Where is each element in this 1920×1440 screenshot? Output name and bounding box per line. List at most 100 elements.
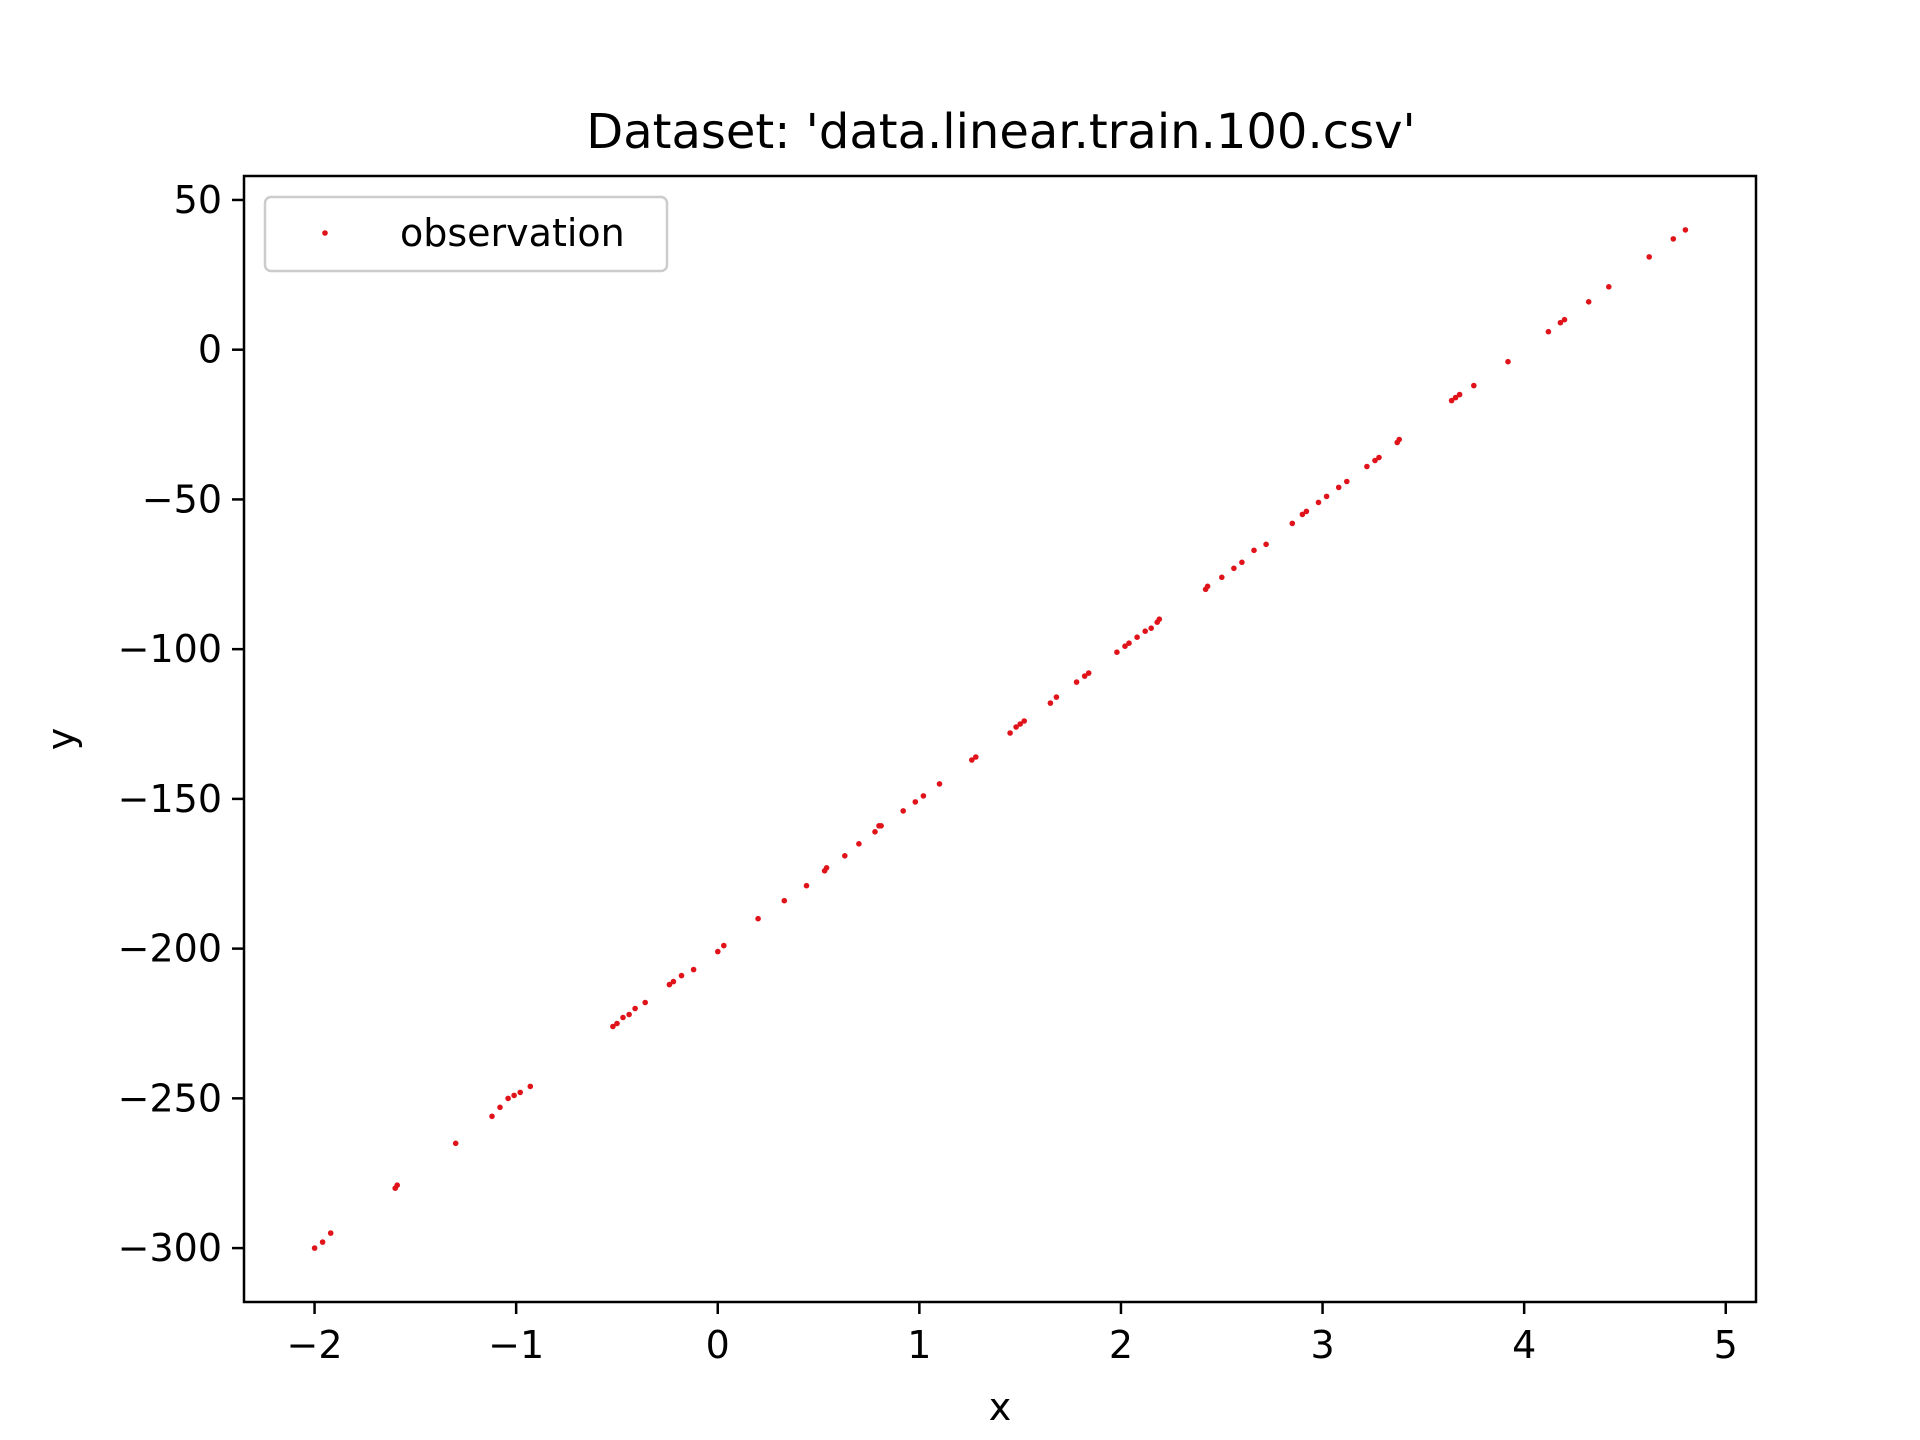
data-point [856,841,862,847]
data-point [452,1140,459,1147]
data-point [1231,565,1237,572]
data-point [327,1230,334,1236]
data-point [803,882,810,889]
data-point [1122,643,1128,649]
data-point [781,897,788,904]
y-axis-label: y [39,728,83,751]
legend-marker [322,230,328,236]
legend: observation [263,195,669,273]
data-point [1372,457,1378,464]
data-point [1344,478,1350,485]
data-point [1323,493,1330,500]
x-axis-ticks: −2 −1 0 1 2 3 4 5 [287,1302,1738,1367]
data-point [1335,484,1342,491]
legend-box [263,195,669,273]
data-point [1013,724,1019,730]
y-tick-label: 0 [198,328,222,372]
data-point [1126,640,1132,646]
data-point [1073,679,1080,685]
data-point [936,781,943,787]
data-point [1364,463,1370,470]
data-point [311,1245,318,1251]
data-point [823,865,830,871]
data-point [1505,358,1511,365]
data-point [872,829,878,835]
data-point [666,981,673,988]
plot-frame [242,174,1758,1304]
data-point [1471,382,1477,389]
data-point [642,999,648,1006]
data-point [1646,254,1652,260]
data-point [969,757,975,763]
data-point [1456,391,1463,398]
data-point [319,1239,326,1245]
data-point [1289,520,1296,527]
x-tick-label: 3 [1310,1323,1334,1367]
y-tick-label: −200 [118,927,222,971]
data-point [920,793,927,799]
data-point [755,915,761,922]
x-axis-label: x [989,1385,1012,1429]
data-point [1263,541,1269,548]
data-point [1007,730,1013,736]
data-points [311,227,1689,1251]
y-tick-label: −250 [118,1076,222,1120]
data-point [1448,397,1455,404]
data-point [1021,718,1027,724]
x-tick-label: 0 [706,1323,730,1367]
chart-title: Dataset: 'data.linear.train.100.csv' [586,104,1415,160]
data-point [394,1182,401,1188]
x-tick-label: 2 [1109,1323,1133,1367]
data-point [1315,499,1322,506]
data-point [1561,316,1568,323]
data-point [1142,628,1148,634]
data-point [505,1095,511,1102]
data-point [1452,394,1459,401]
data-point [610,1023,616,1030]
data-point [1396,436,1402,443]
data-point [489,1113,495,1120]
data-point [973,754,979,760]
x-tick-label: 1 [907,1323,931,1367]
data-point [878,823,884,829]
data-point [517,1089,523,1096]
data-point [497,1104,503,1111]
data-point [1606,284,1612,290]
data-point [1114,649,1120,655]
data-point [678,972,685,979]
data-point [511,1092,517,1099]
data-point [900,808,906,814]
x-tick-label: 5 [1714,1323,1738,1367]
data-point [1148,625,1154,631]
data-point [614,1020,620,1027]
data-point [670,978,677,985]
y-tick-label: −300 [118,1226,222,1270]
data-point [1017,721,1023,727]
y-tick-label: −50 [142,477,222,521]
x-tick-label: 4 [1512,1323,1536,1367]
data-point [1134,634,1140,640]
data-point [626,1011,632,1018]
data-point [1219,574,1225,581]
data-point [1239,559,1245,566]
y-tick-label: −100 [118,627,222,671]
data-point [1053,694,1060,700]
x-tick-label: −2 [287,1323,343,1367]
data-point [1585,299,1592,305]
y-tick-label: 50 [174,178,222,222]
data-point [1047,700,1054,706]
data-point [715,948,721,955]
data-point [632,1005,638,1012]
data-point [1156,616,1163,622]
data-point [690,966,697,973]
data-point [527,1083,534,1090]
y-axis-ticks: 50 0 −50 −100 −150 −200 −250 −300 [118,178,244,1270]
data-point [1682,227,1689,233]
data-point [620,1014,626,1021]
data-point [1299,511,1306,518]
data-point [1081,673,1088,679]
data-point [1251,547,1257,554]
data-point [1670,236,1677,242]
x-tick-label: −1 [488,1323,544,1367]
